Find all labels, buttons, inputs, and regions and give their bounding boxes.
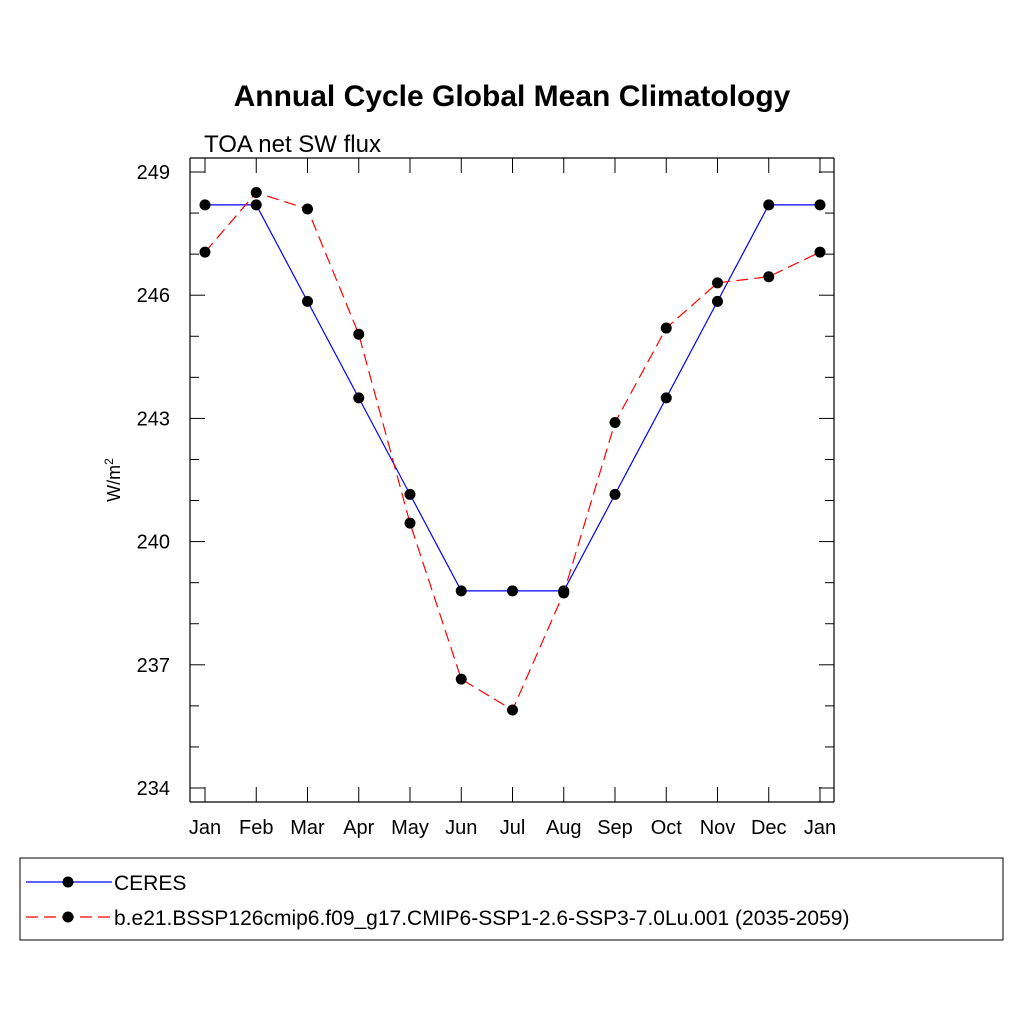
y-tick-label: 240: [137, 532, 170, 554]
data-point: [250, 187, 262, 199]
legend-box: [19, 857, 1004, 941]
data-point: [353, 328, 365, 340]
data-point: [455, 673, 467, 685]
data-point: [712, 295, 723, 307]
x-tick-label: Jul: [500, 817, 526, 839]
data-point: [814, 199, 826, 211]
series-line: [204, 191, 821, 711]
legend: CERES b.e21.BSSP126cmip6.f09_g17.CMIP6-SS…: [19, 857, 1004, 941]
series-1: [199, 199, 826, 597]
x-tick-label: Mar: [290, 817, 325, 839]
data-point: [250, 199, 262, 211]
y-axis-title: W/m2: [102, 458, 124, 502]
chart-subtitle: TOA net SW flux: [204, 131, 381, 158]
x-tick-label: May: [391, 817, 429, 839]
y-axis-title-text: W/m: [104, 465, 124, 502]
series-layer: [199, 187, 826, 716]
chart-title: Annual Cycle Global Mean Climatology: [234, 80, 791, 113]
svg-text:W/m2: W/m2: [102, 458, 124, 502]
data-point: [199, 199, 211, 211]
y-tick-label: 237: [137, 655, 170, 677]
y-tick-label: 249: [137, 162, 170, 184]
x-tick-label: Nov: [700, 817, 736, 839]
series-2: [199, 187, 826, 716]
x-tick-label: Jun: [445, 817, 477, 839]
data-point: [404, 488, 416, 500]
data-point: [455, 585, 467, 597]
data-point: [302, 203, 313, 215]
y-axis-title-superscript: 2: [102, 458, 116, 465]
data-point: [763, 199, 775, 211]
data-point: [712, 277, 723, 289]
series-line: [205, 204, 820, 592]
data-point: [302, 295, 313, 307]
x-tick-label: Jan: [804, 817, 836, 839]
x-tick-label: Aug: [546, 817, 582, 839]
axes: 234 237 240 243 246 249 Jan Feb Mar Apr May Jun Jul A…: [137, 157, 836, 839]
x-tick-label: Jan: [189, 817, 221, 839]
legend-item: b.e21.BSSP126cmip6.f09_g17.CMIP6-SSP1-2.…: [26, 907, 849, 930]
data-point: [609, 417, 621, 429]
data-point: [404, 517, 416, 529]
x-tick-label: Sep: [597, 817, 633, 839]
x-tick-label: Dec: [751, 817, 787, 839]
data-point: [814, 246, 826, 258]
data-point: [507, 585, 518, 597]
data-point: [199, 246, 211, 258]
legend-item: CERES: [26, 872, 186, 895]
x-tick-label: Feb: [239, 817, 273, 839]
x-tick-label: Oct: [651, 817, 683, 839]
data-point: [660, 392, 672, 404]
data-point: [763, 271, 775, 283]
x-tick-label: Apr: [343, 817, 374, 839]
y-tick-label: 243: [137, 408, 170, 430]
legend-marker: [62, 911, 74, 923]
legend-label: b.e21.BSSP126cmip6.f09_g17.CMIP6-SSP1-2.…: [114, 907, 849, 930]
data-point: [609, 488, 621, 500]
y-tick-label: 234: [137, 778, 170, 800]
data-point: [660, 322, 672, 334]
data-point: [507, 704, 518, 716]
data-point: [558, 587, 570, 599]
y-tick-label: 246: [137, 285, 170, 307]
data-point: [353, 392, 365, 404]
legend-label: CERES: [114, 872, 186, 895]
legend-marker: [62, 876, 74, 888]
